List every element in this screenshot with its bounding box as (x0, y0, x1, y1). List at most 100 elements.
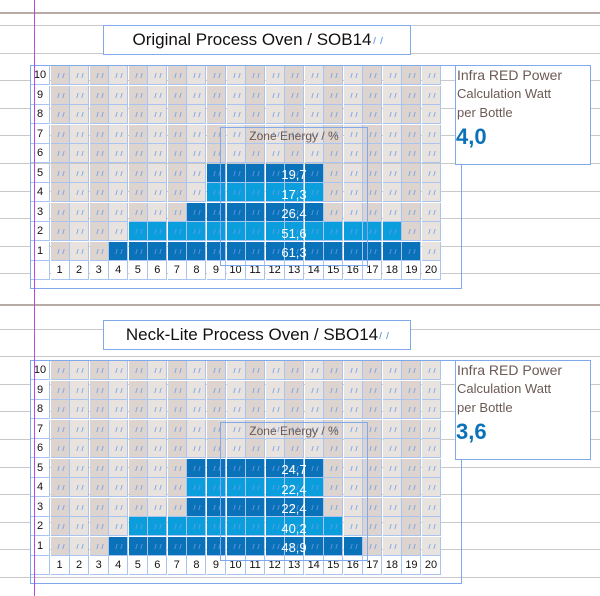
grid-cell (187, 183, 207, 202)
power-info-box[interactable]: Infra RED Power Calculation Watt per Bot… (455, 360, 591, 460)
cell-marker-icon (174, 170, 182, 176)
chart-title[interactable]: Neck-Lite Process Oven / SBO14 (103, 320, 411, 350)
cell-marker-icon (95, 543, 104, 549)
info-line: per Bottle (457, 105, 513, 120)
row-label: 9 (31, 380, 50, 400)
cell-marker-icon (135, 92, 143, 98)
cell-marker-icon (76, 248, 84, 254)
cell-marker-icon (408, 92, 417, 98)
grid-cell (109, 144, 129, 163)
cell-marker-icon (232, 92, 241, 98)
cell-marker-icon (76, 131, 84, 137)
column-label: 3 (89, 556, 109, 575)
cell-marker-icon (115, 485, 123, 490)
cell-marker-icon (330, 387, 338, 393)
cell-marker-icon (428, 209, 436, 215)
grid-cell (167, 478, 187, 497)
cell-marker-icon (213, 92, 221, 98)
grid-cell (50, 458, 70, 478)
grid-cell (246, 85, 266, 105)
cell-marker-icon (115, 131, 123, 137)
cell-marker-icon (56, 504, 65, 510)
grid-cell (187, 85, 207, 105)
cell-marker-icon (135, 229, 143, 234)
cell-marker-icon (389, 151, 397, 156)
grid-cell (246, 124, 266, 144)
cell-marker-icon (389, 112, 397, 117)
zone-cell (246, 163, 266, 183)
cell-marker-icon (193, 543, 202, 549)
zone-cell (206, 517, 226, 536)
cell-marker-icon (428, 112, 436, 117)
cell-marker-icon (252, 92, 260, 98)
grid-cell (128, 183, 148, 202)
cell-marker-icon (95, 190, 104, 195)
grid-cell (70, 380, 90, 400)
zone-cell (285, 183, 305, 202)
grid-cell (109, 458, 129, 478)
cell-marker-icon (193, 248, 202, 254)
table-frame[interactable] (30, 65, 462, 289)
grid-cell (422, 163, 441, 183)
cell-marker-icon (56, 426, 65, 432)
grid-cell (148, 361, 168, 380)
grid-cell (89, 536, 109, 556)
cell-marker-icon (252, 112, 260, 117)
zone-value: 61,3 (281, 245, 307, 260)
grid-cell (382, 66, 402, 85)
column-label: 6 (148, 261, 168, 280)
cell-marker-icon (271, 407, 280, 412)
cell-marker-icon (252, 407, 260, 412)
grid-cell (70, 361, 90, 380)
cell-marker-icon (56, 131, 65, 137)
chart-title[interactable]: Original Process Oven / SOB14 (103, 25, 411, 55)
zone-cell (187, 478, 207, 497)
table-frame[interactable] (30, 360, 462, 584)
cell-marker-icon (174, 543, 182, 549)
cell-marker-icon (213, 387, 221, 393)
cell-marker-icon (428, 131, 436, 137)
grid-cell (422, 380, 441, 400)
cell-marker-icon (135, 368, 143, 373)
grid-cell (89, 400, 109, 419)
grid-cell (363, 400, 383, 419)
cell-marker-icon (135, 170, 143, 176)
grid-cell (285, 380, 305, 400)
grid-cell (324, 478, 344, 497)
zone-cell (304, 202, 324, 222)
zone-cell (187, 497, 207, 517)
cell-marker-icon (369, 73, 378, 78)
cell-marker-icon (193, 524, 202, 529)
cell-marker-icon (408, 131, 417, 137)
grid-cell (402, 222, 422, 241)
grid-cell (128, 439, 148, 458)
cell-marker-icon (428, 151, 436, 156)
cell-marker-icon (56, 92, 65, 98)
grid-cell (343, 478, 363, 497)
cell-marker-icon (389, 131, 397, 137)
grid-cell (50, 517, 70, 536)
grid-cell (382, 124, 402, 144)
grid-cell (343, 163, 363, 183)
grid-cell (89, 222, 109, 241)
cell-marker-icon (95, 524, 104, 529)
cell-marker-icon (193, 387, 202, 393)
zone-energy-box[interactable]: Zone Energy / % 19,7 17,3 26,4 51,6 61,3 (220, 127, 368, 266)
grid-cell (343, 144, 363, 163)
zone-cell (167, 517, 187, 536)
zone-cell (206, 458, 226, 478)
zone-energy-box[interactable]: Zone Energy / % 24,7 22,4 22,4 40,2 48,9 (220, 422, 368, 561)
grid-cell (285, 439, 305, 458)
column-label: 18 (382, 261, 402, 280)
cell-marker-icon (95, 368, 104, 373)
zone-cell (246, 458, 266, 478)
zone-cell (285, 202, 305, 222)
grid-cell (226, 439, 246, 458)
zone-cell (265, 536, 285, 556)
cell-marker-icon (369, 209, 378, 215)
grid-cell (343, 458, 363, 478)
grid-cell (402, 105, 422, 124)
row-label: 10 (31, 361, 50, 380)
cell-marker-icon (291, 92, 299, 98)
power-info-box[interactable]: Infra RED Power Calculation Watt per Bot… (455, 65, 591, 165)
